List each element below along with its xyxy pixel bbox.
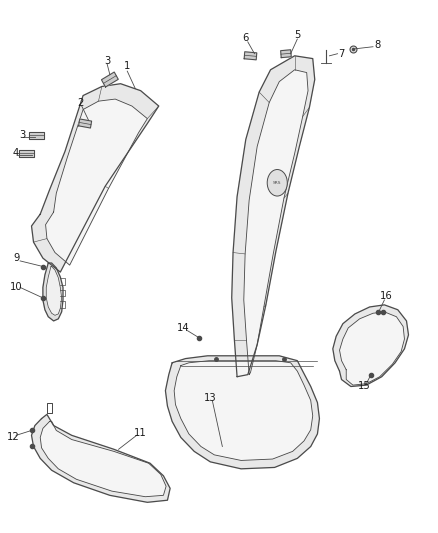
Polygon shape [232, 56, 315, 377]
Polygon shape [339, 312, 404, 385]
Polygon shape [244, 70, 308, 375]
Text: 5: 5 [294, 30, 300, 40]
Polygon shape [78, 119, 92, 128]
Text: 1: 1 [124, 61, 131, 70]
Polygon shape [19, 150, 34, 157]
Polygon shape [32, 84, 159, 272]
Text: 12: 12 [7, 432, 20, 442]
Text: 10: 10 [10, 282, 22, 293]
Text: 2: 2 [77, 98, 84, 108]
Text: SRS: SRS [273, 181, 282, 185]
Text: 16: 16 [380, 291, 393, 301]
Polygon shape [29, 132, 43, 139]
Text: 15: 15 [358, 382, 371, 392]
Text: 3: 3 [20, 131, 26, 140]
Polygon shape [46, 266, 62, 316]
Text: 13: 13 [204, 393, 217, 402]
Polygon shape [244, 52, 257, 60]
Polygon shape [333, 305, 409, 386]
Text: 14: 14 [177, 323, 190, 333]
Polygon shape [43, 263, 63, 321]
Ellipse shape [267, 169, 287, 196]
Polygon shape [174, 361, 313, 461]
Text: 4: 4 [13, 149, 19, 158]
Text: 3: 3 [104, 55, 110, 66]
Polygon shape [166, 356, 319, 469]
Polygon shape [32, 414, 170, 502]
Polygon shape [40, 422, 166, 497]
Polygon shape [46, 99, 147, 265]
Polygon shape [102, 72, 118, 87]
Text: 9: 9 [13, 253, 19, 263]
Polygon shape [281, 50, 291, 58]
Text: 7: 7 [338, 49, 345, 59]
Text: 8: 8 [374, 39, 381, 50]
Text: 11: 11 [134, 427, 147, 438]
Text: 6: 6 [243, 33, 249, 43]
